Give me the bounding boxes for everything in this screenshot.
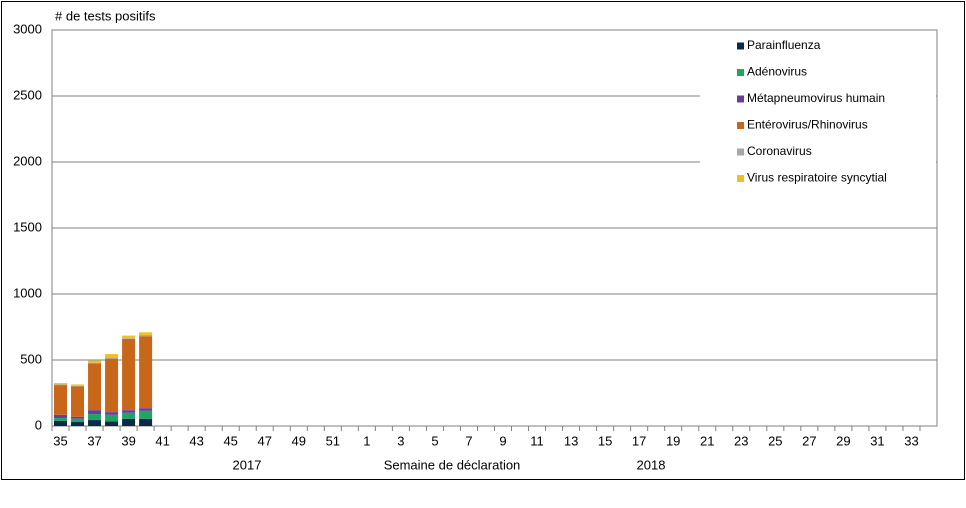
x-tick-label: 51: [326, 433, 340, 448]
legend-label: Adénovirus: [747, 65, 807, 79]
bar-segment: [54, 414, 68, 419]
x-tick-label: 7: [465, 433, 472, 448]
bar-segment: [122, 338, 136, 411]
bar-segment: [54, 385, 68, 415]
x-tick-label: 17: [632, 433, 646, 448]
x-tick-label: 21: [700, 433, 714, 448]
bar-segment: [105, 358, 119, 413]
bar-segment: [71, 385, 85, 387]
bar-segment: [122, 418, 136, 426]
x-tick-label: 41: [155, 433, 169, 448]
y-tick-label: 500: [20, 351, 42, 366]
bar-segment: [139, 410, 153, 419]
x-tick-label: 27: [802, 433, 816, 448]
bar-segment: [105, 421, 119, 426]
y-tick-label: 2500: [13, 87, 42, 102]
bar-segment: [139, 418, 153, 426]
bar-segment: [105, 357, 119, 359]
bar-segment: [122, 410, 136, 413]
y-tick-label: 1000: [13, 285, 42, 300]
legend-swatch: [737, 148, 744, 156]
x-tick-label: 49: [292, 433, 306, 448]
bar-segment: [139, 408, 153, 411]
bar-segment: [54, 383, 68, 385]
bar-segment: [54, 420, 68, 426]
x-tick-label: 39: [121, 433, 135, 448]
bar-segment: [88, 363, 102, 411]
legend-label: Parainfluenza: [747, 38, 821, 52]
legend-swatch: [737, 122, 744, 129]
bar-segment: [122, 335, 136, 339]
bar-segment: [88, 362, 102, 364]
bar-segment: [88, 410, 102, 415]
bar-segment: [88, 414, 102, 421]
bar-segment: [71, 384, 85, 386]
legend-label: Virus respiratoire syncytial: [747, 171, 887, 185]
year-label: 2018: [637, 457, 666, 472]
y-tick-label: 0: [35, 417, 42, 432]
y-tick-label: 2000: [13, 153, 42, 168]
x-tick-label: 29: [836, 433, 850, 448]
bar-segment: [105, 414, 119, 422]
x-tick-label: 25: [768, 433, 782, 448]
y-tick-label: 3000: [13, 21, 42, 36]
x-tick-label: 15: [598, 433, 612, 448]
bar-segment: [71, 422, 85, 426]
bar-segment: [71, 418, 85, 423]
x-tick-label: 37: [87, 433, 101, 448]
x-tick-label: 43: [189, 433, 203, 448]
x-tick-label: 45: [223, 433, 237, 448]
legend-swatch: [737, 95, 744, 103]
bar-segment: [88, 420, 102, 426]
bar-segment: [122, 338, 136, 339]
bar-segment: [122, 412, 136, 419]
bar-segment: [105, 354, 119, 358]
legend-label: Coronavirus: [747, 144, 812, 158]
bar-segment: [139, 334, 153, 337]
x-tick-label: 19: [666, 433, 680, 448]
bar-segment: [139, 332, 153, 335]
legend-swatch: [737, 42, 744, 50]
x-tick-label: 11: [530, 433, 544, 448]
bar-segment: [139, 336, 153, 409]
legend-box: [700, 32, 936, 192]
x-axis-title: Semaine de déclaration: [384, 457, 521, 472]
bar-segment: [71, 386, 85, 417]
x-tick-label: 3: [397, 433, 404, 448]
bar-segment: [71, 416, 85, 419]
x-tick-label: 5: [431, 433, 438, 448]
x-tick-label: 35: [53, 433, 67, 448]
x-tick-label: 1: [363, 433, 370, 448]
legend-label: Métapneumovirus humain: [747, 91, 885, 105]
bar-segment: [54, 418, 68, 421]
x-tick-label: 23: [734, 433, 748, 448]
legend-label: Entérovirus/Rhinovirus: [747, 118, 868, 132]
chart-title: # de tests positifs: [55, 8, 156, 23]
x-tick-label: 31: [870, 433, 884, 448]
bar-segment: [88, 360, 102, 363]
x-tick-label: 9: [499, 433, 506, 448]
x-tick-label: 13: [564, 433, 578, 448]
legend-swatch: [737, 69, 744, 76]
bar-segment: [105, 412, 119, 415]
y-tick-label: 1500: [13, 219, 42, 234]
x-tick-label: 47: [258, 433, 272, 448]
year-label: 2017: [233, 457, 262, 472]
legend-swatch: [737, 175, 744, 182]
x-tick-label: 33: [904, 433, 918, 448]
bar-segment: [54, 384, 68, 386]
